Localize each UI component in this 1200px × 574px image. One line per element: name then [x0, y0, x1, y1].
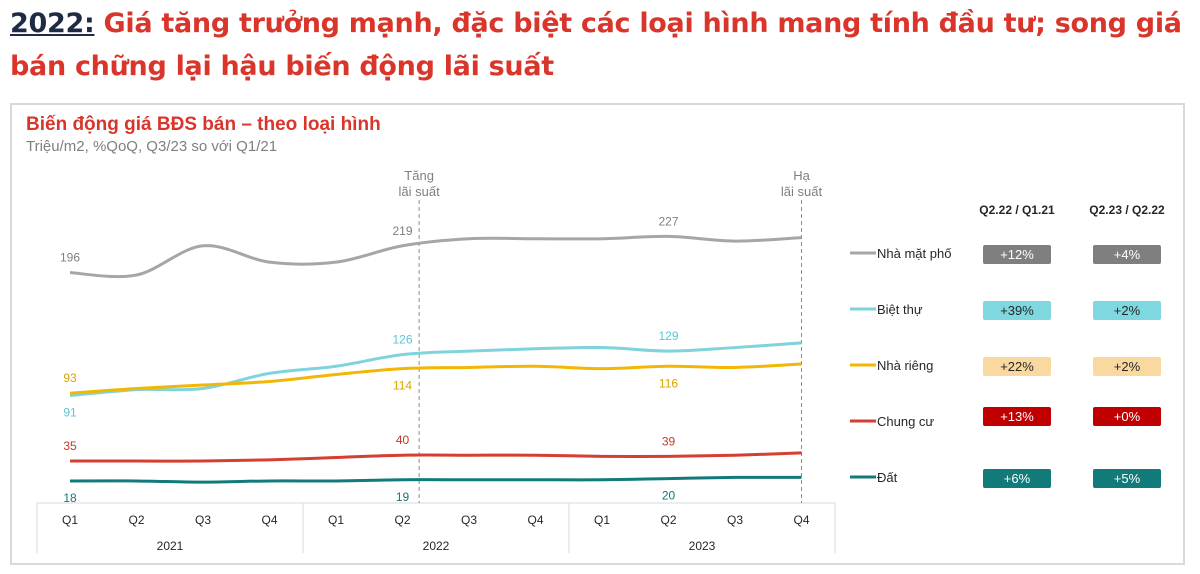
- x-tick-label: Q4: [261, 513, 277, 527]
- chart-panel: [10, 103, 1185, 565]
- legend-label: Chung cư: [877, 414, 934, 429]
- x-tick-label: Q4: [793, 513, 809, 527]
- annotation-text: lãi suất: [781, 184, 823, 199]
- legend-label: Nhà riêng: [877, 358, 933, 373]
- data-label: 39: [662, 434, 676, 448]
- series-line-0: [69, 234, 802, 279]
- annotation-text: Tăng: [404, 168, 434, 183]
- data-label: 20: [662, 489, 676, 503]
- growth-badge: +4%: [1093, 245, 1161, 264]
- x-tick-label: Q1: [328, 513, 344, 527]
- data-label: 129: [658, 329, 678, 343]
- growth-badge: +12%: [983, 245, 1051, 264]
- legend-label: Biệt thự: [877, 302, 923, 317]
- year-label: 2022: [423, 539, 450, 553]
- legend-label: Nhà mặt phố: [877, 246, 951, 261]
- growth-badge: +2%: [1093, 301, 1161, 320]
- table-header: Q2.23 / Q2.22: [1089, 203, 1165, 217]
- data-label: 18: [63, 491, 77, 505]
- data-label: 35: [63, 439, 77, 453]
- headline: 2022: Giá tăng trưởng mạnh, đặc biệt các…: [10, 2, 1195, 88]
- x-tick-label: Q3: [727, 513, 743, 527]
- chart-title: Biến động giá BĐS bán – theo loại hình: [26, 114, 381, 135]
- data-label: 19: [396, 490, 410, 504]
- data-label: 93: [63, 371, 77, 385]
- annotation-text: lãi suất: [399, 184, 441, 199]
- legend-label: Đất: [877, 470, 898, 485]
- growth-badge: +13%: [983, 407, 1051, 426]
- year-label: 2023: [689, 539, 716, 553]
- data-label: 40: [396, 433, 410, 447]
- x-tick-label: Q4: [527, 513, 543, 527]
- headline-year: 2022:: [10, 8, 95, 39]
- x-tick-label: Q3: [461, 513, 477, 527]
- data-label: 116: [659, 376, 678, 390]
- headline-text: Giá tăng trưởng mạnh, đặc biệt các loại …: [10, 8, 1182, 82]
- series-line-4: [69, 475, 802, 484]
- data-label: 227: [658, 214, 678, 228]
- x-tick-label: Q2: [660, 513, 676, 527]
- table-header: Q2.22 / Q1.21: [979, 203, 1055, 217]
- data-label: 126: [392, 333, 412, 347]
- annotation-text: Hạ: [793, 168, 810, 183]
- series-line-2: [69, 362, 802, 395]
- x-tick-label: Q2: [128, 513, 144, 527]
- data-label: 219: [392, 224, 412, 238]
- data-label: 114: [393, 379, 412, 393]
- growth-badge: +22%: [983, 357, 1051, 376]
- series-line-3: [69, 451, 802, 463]
- x-tick-label: Q2: [394, 513, 410, 527]
- data-label: 196: [60, 251, 80, 265]
- x-tick-label: Q1: [594, 513, 610, 527]
- chart-subtitle: Triệu/m2, %QoQ, Q3/23 so với Q1/21: [26, 138, 278, 155]
- x-tick-label: Q1: [62, 513, 78, 527]
- growth-badge: +0%: [1093, 407, 1161, 426]
- data-label: 91: [63, 406, 77, 420]
- series-line-1: [69, 341, 802, 398]
- growth-badge: +39%: [983, 301, 1051, 320]
- growth-badge: +6%: [983, 469, 1051, 488]
- growth-badge: +2%: [1093, 357, 1161, 376]
- x-tick-label: Q3: [195, 513, 211, 527]
- growth-badge: +5%: [1093, 469, 1161, 488]
- year-label: 2021: [157, 539, 184, 553]
